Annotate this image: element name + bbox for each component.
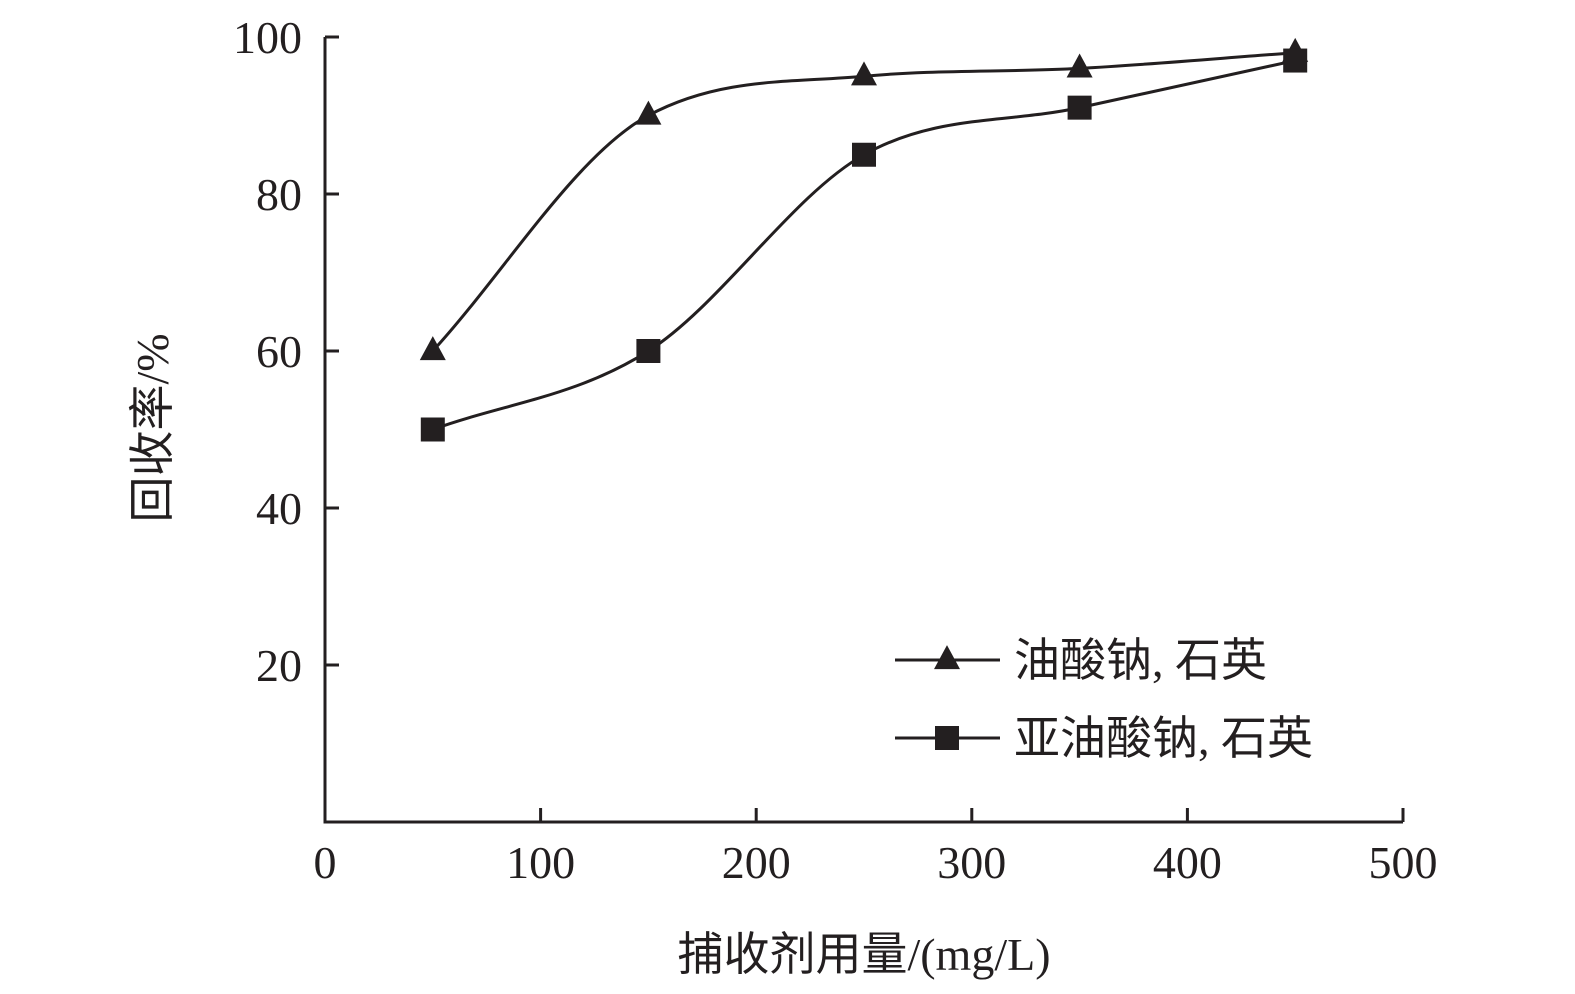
axes: [323, 37, 1403, 824]
ticks: [325, 35, 1405, 822]
data-point: [419, 336, 446, 361]
x-tick-label: 100: [506, 837, 575, 888]
tick-labels: 0 100 200 300 400 500 20 40 60 80 100: [233, 12, 1438, 888]
data-point: [1067, 95, 1092, 120]
x-tick-label: 500: [1369, 837, 1438, 888]
x-tick-label: 400: [1153, 837, 1222, 888]
series-line: [432, 59, 1296, 431]
data-point: [851, 61, 877, 86]
y-tick-label: 40: [256, 483, 302, 534]
data-point: [420, 417, 445, 442]
data-point: [852, 142, 876, 167]
y-tick-label: 80: [256, 169, 302, 220]
y-tick-label: 20: [256, 640, 302, 691]
series-line: [431, 51, 1296, 353]
data-point: [635, 100, 662, 125]
data-point: [1066, 53, 1093, 78]
legend-marker: [934, 645, 960, 670]
x-tick-label: 200: [722, 837, 791, 888]
legend-label: 油酸钠, 石英: [1014, 635, 1267, 686]
x-axis-title: 捕收剂用量/(mg/L): [677, 929, 1050, 980]
y-tick-label: 100: [233, 12, 302, 63]
legend-item-1: 油酸钠, 石英: [895, 635, 1267, 686]
x-tick-label: 0: [314, 837, 337, 888]
data-point: [636, 339, 661, 363]
legend-label: 亚油酸钠, 石英: [1014, 713, 1313, 764]
series-2: [420, 48, 1308, 442]
legend-item-2: 亚油酸钠, 石英: [895, 713, 1313, 764]
y-tick-label: 60: [256, 326, 302, 377]
data-point: [1283, 48, 1308, 73]
series-layer: [419, 37, 1309, 442]
legend-marker: [935, 726, 959, 750]
x-tick-label: 300: [937, 837, 1006, 888]
y-axis-title: 回收率/%: [127, 333, 178, 522]
